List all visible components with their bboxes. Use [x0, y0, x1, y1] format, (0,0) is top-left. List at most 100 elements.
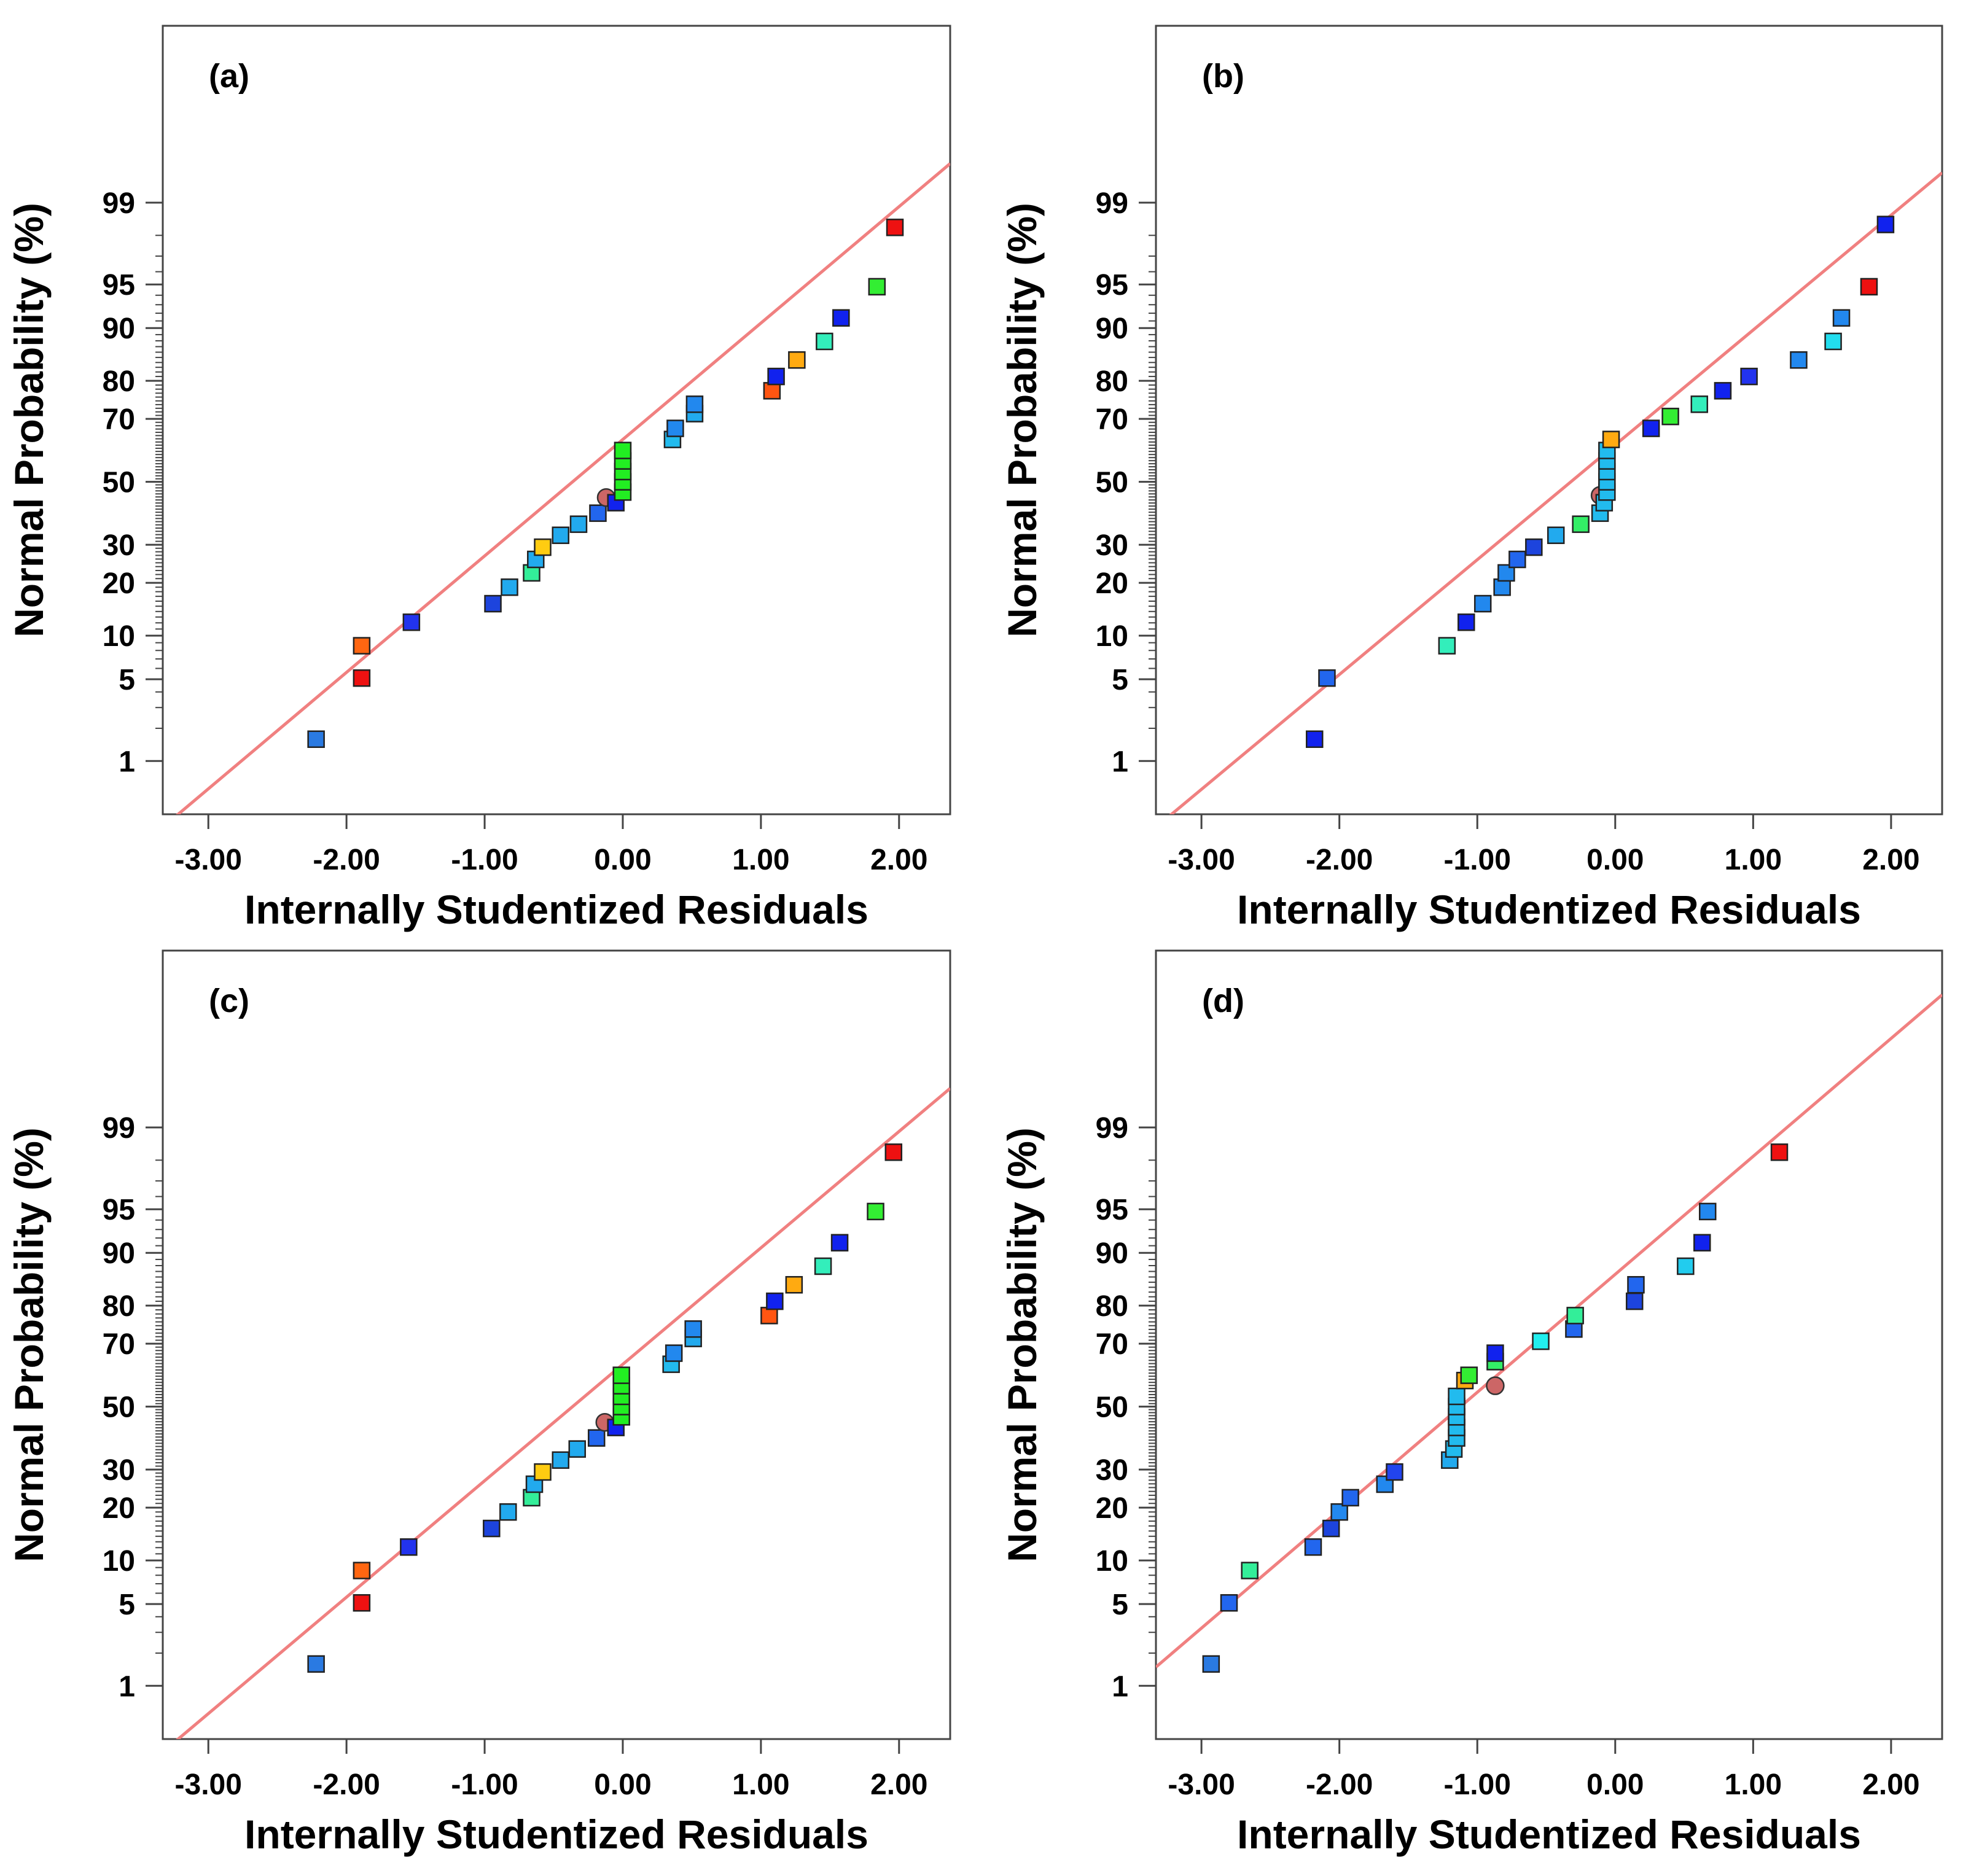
x-tick-label: 2.00: [870, 1769, 927, 1801]
data-point-marker: [1305, 730, 1324, 748]
data-point-marker: [1698, 1202, 1717, 1221]
data-point-marker: [1448, 1387, 1465, 1406]
data-point-marker: [766, 1292, 784, 1310]
x-tick-label: 1.00: [1725, 1769, 1782, 1801]
x-tick-label: -2.00: [1306, 844, 1373, 876]
data-point-marker: [1525, 538, 1543, 556]
y-tick-label: 95: [1096, 269, 1128, 302]
y-tick-label: 70: [1096, 403, 1128, 436]
y-tick-label: 99: [1096, 187, 1128, 220]
x-axis-title: Internally Studentized Residuals: [244, 887, 868, 932]
reference-line: [1156, 994, 1942, 1668]
data-point-marker: [307, 730, 325, 748]
panel-d: 1 5 10 20 30 50 70 80 90 95 99 -3.00 -2.00 -1.00 0.00 1…: [999, 949, 1943, 1857]
data-point-marker: [568, 1440, 586, 1458]
plot-area: [176, 1087, 950, 1739]
data-point-marker: [614, 442, 632, 459]
data-point-marker: [832, 309, 850, 327]
data-point-marker: [767, 367, 785, 386]
y-tick-label: 5: [1112, 664, 1128, 696]
y-tick-label: 80: [1096, 1290, 1128, 1323]
y-tick-label: 80: [103, 1290, 135, 1323]
x-tick-label: 2.00: [1862, 844, 1919, 876]
x-tick-label: 0.00: [594, 844, 651, 876]
data-point-marker: [589, 504, 607, 522]
y-tick-label: 90: [103, 1237, 135, 1270]
y-tick-label: 10: [103, 620, 135, 653]
x-tick-label: 1.00: [732, 1769, 789, 1801]
y-tick-label: 50: [1096, 467, 1128, 499]
y-tick-label: 99: [103, 1112, 135, 1145]
y-tick-label: 10: [1096, 1545, 1128, 1578]
x-tick-label: -1.00: [451, 1769, 518, 1801]
y-tick-label: 30: [103, 1454, 135, 1487]
plot-frame: [162, 25, 951, 815]
y-tick-label: 1: [1112, 1670, 1128, 1703]
y-axis-title: Normal Probability (%): [6, 1127, 52, 1562]
data-point-marker: [1824, 332, 1842, 351]
data-point-marker: [868, 278, 886, 296]
data-point-marker: [1202, 1655, 1220, 1673]
data-point-marker: [1625, 1292, 1644, 1310]
data-point-marker: [1322, 1519, 1340, 1538]
y-tick-label: 90: [1096, 1237, 1128, 1270]
x-tick-label: 0.00: [1586, 844, 1644, 876]
data-point-marker: [1677, 1257, 1695, 1275]
y-tick-label: 99: [103, 187, 135, 220]
x-tick-label: -2.00: [1306, 1769, 1373, 1801]
data-point-marker: [1690, 395, 1709, 413]
y-tick-label: 50: [103, 467, 135, 499]
data-point-marker: [1458, 613, 1475, 631]
x-tick-label: -2.00: [313, 1769, 380, 1801]
x-tick-label: -1.00: [451, 844, 518, 876]
y-tick-label: 20: [1096, 567, 1128, 600]
data-point-marker: [1460, 1366, 1478, 1384]
panel-label: (d): [1202, 983, 1244, 1019]
data-point-marker: [1318, 669, 1336, 687]
y-tick-label: 80: [103, 365, 135, 398]
data-point-marker: [1330, 1503, 1348, 1521]
data-point-marker: [400, 1538, 418, 1556]
x-tick-label: 0.00: [1586, 1769, 1644, 1801]
data-point-marker: [1508, 550, 1526, 569]
data-point-marker: [666, 419, 684, 437]
y-axis-title: Normal Probability (%): [999, 1127, 1045, 1562]
data-point-marker: [353, 1562, 371, 1579]
x-tick-label: -1.00: [1444, 844, 1511, 876]
y-tick-label: 10: [1096, 620, 1128, 653]
y-axis-title: Normal Probability (%): [999, 203, 1045, 637]
data-point-marker: [484, 594, 502, 613]
panel-label: (c): [209, 983, 249, 1019]
data-point-marker: [830, 1234, 849, 1251]
data-point-marker: [665, 1344, 683, 1362]
y-tick-label: 95: [1096, 1194, 1128, 1226]
reference-line: [176, 1087, 950, 1739]
y-tick-label: 1: [1112, 745, 1128, 778]
data-point-marker: [534, 538, 552, 556]
data-point-marker: [307, 1655, 325, 1673]
data-point-marker: [1860, 278, 1878, 296]
data-point-marker: [353, 637, 371, 655]
data-point-marker: [1627, 1275, 1645, 1294]
data-point-marker: [1790, 351, 1808, 369]
data-point-marker: [1770, 1143, 1789, 1161]
y-tick-label: 95: [103, 1194, 135, 1226]
data-point-marker: [402, 613, 421, 631]
y-tick-label: 5: [119, 1589, 135, 1621]
data-point-marker: [1740, 367, 1758, 386]
y-tick-label: 30: [1096, 1454, 1128, 1487]
data-point-marker: [1876, 216, 1895, 233]
plot-frame: [1155, 25, 1943, 815]
x-tick-label: 1.00: [732, 844, 789, 876]
x-axis-title: Internally Studentized Residuals: [1237, 1812, 1861, 1857]
data-point-marker: [569, 515, 588, 533]
y-tick-label: 80: [1096, 365, 1128, 398]
x-tick-label: 2.00: [870, 844, 927, 876]
data-point-marker: [587, 1429, 606, 1447]
data-point-marker: [1438, 637, 1456, 655]
x-axis-title: Internally Studentized Residuals: [1237, 887, 1861, 932]
y-tick-label: 5: [1112, 1589, 1128, 1621]
y-tick-label: 70: [103, 1328, 135, 1361]
data-point-marker: [785, 1275, 803, 1294]
